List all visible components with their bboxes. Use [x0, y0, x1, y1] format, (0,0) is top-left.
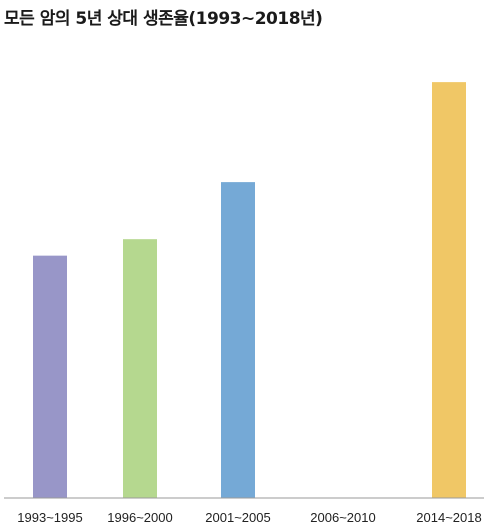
bar-1993~1995	[33, 255, 67, 498]
x-tick-label: 2006~2010	[310, 510, 375, 524]
x-tick-labels: 1993~1995 1996~2000 2001~2005 2006~2010 2014…	[17, 510, 481, 524]
x-tick-label: 1993~1995	[17, 510, 82, 524]
bar-2001~2005	[221, 182, 255, 498]
x-tick-label: 2014~2018	[416, 510, 481, 524]
chart-title: 모든 암의 5년 상대 생존율(1993~2018년)	[4, 9, 323, 29]
x-tick-label: 2001~2005	[205, 510, 270, 524]
bar-1996~2000	[123, 239, 157, 499]
bar-2014~2018	[432, 82, 466, 498]
bars-layer	[33, 82, 466, 499]
x-tick-label: 1996~2000	[107, 510, 172, 524]
